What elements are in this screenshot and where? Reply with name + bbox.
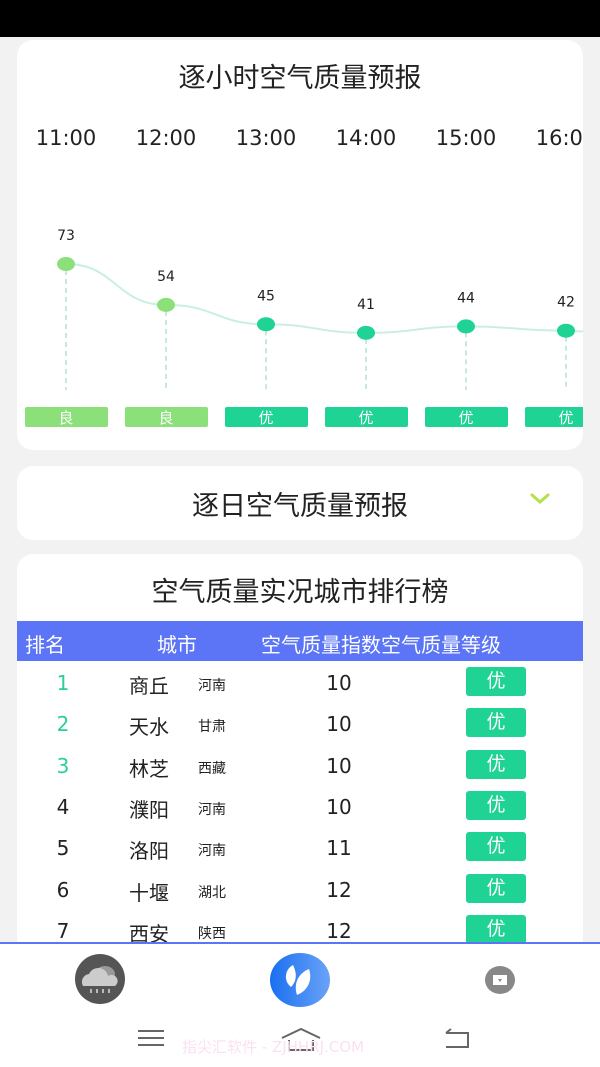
table-row[interactable]: 1 商丘 河南 10 优 (17, 663, 583, 704)
tv-icon[interactable] (484, 965, 516, 995)
city-name: 西安 (129, 921, 169, 946)
chevron-down-icon[interactable] (529, 488, 551, 510)
menu-icon[interactable] (136, 1028, 166, 1048)
hourly-title: 逐小时空气质量预报 (178, 63, 422, 94)
level-label: 优 (258, 409, 273, 427)
province: 湖北 (198, 884, 226, 901)
rank: 3 (56, 753, 70, 778)
daily-forecast-card[interactable]: 逐日空气质量预报 (17, 466, 583, 540)
leaf-icon[interactable] (269, 953, 331, 1007)
hour-label: 11:00 (35, 126, 97, 150)
level-badge (525, 407, 583, 427)
level-badge (25, 407, 108, 427)
data-label: 44 (457, 290, 475, 306)
system-nav-bar (0, 1012, 600, 1067)
city-ranking-card: 空气质量实况城市排行榜 排名 城市 空气质量指数 空气质量等级 1 商丘 河南 … (17, 554, 583, 954)
level-badge: 优 (466, 708, 526, 738)
data-label: 45 (257, 288, 275, 304)
data-point (257, 317, 275, 332)
weather-cloud-rain-icon[interactable] (73, 954, 127, 1004)
col-level: 空气质量等级 (381, 633, 501, 657)
aqi-value: 10 (326, 712, 352, 737)
aqi-value: 11 (326, 836, 352, 861)
rank: 4 (56, 794, 70, 819)
city-name: 林芝 (129, 756, 169, 781)
level-badge (125, 407, 208, 427)
bottom-nav (0, 942, 600, 1012)
table-row[interactable]: 3 林芝 西藏 10 优 (17, 746, 583, 787)
level-badge: 优 (466, 790, 526, 820)
level-badge: 优 (466, 873, 526, 903)
province: 河南 (198, 678, 226, 694)
province: 西藏 (198, 760, 226, 777)
rank: 2 (56, 712, 70, 737)
hour-label: 14:00 (335, 126, 397, 150)
back-icon[interactable] (442, 1027, 472, 1051)
level-label: 优 (558, 409, 573, 427)
rank: 1 (56, 671, 70, 695)
level-badge: 优 (466, 667, 526, 696)
level-badge (325, 407, 408, 427)
level-label: 优 (358, 409, 373, 427)
ranking-title: 空气质量实况城市排行榜 (151, 577, 449, 608)
level-badge (225, 407, 308, 427)
city-name: 濮阳 (129, 797, 169, 822)
daily-title: 逐日空气质量预报 (192, 491, 408, 522)
data-point (457, 319, 475, 334)
col-rank: 排名 (25, 633, 65, 657)
city-name: 十堰 (129, 880, 169, 905)
aqi-value: 12 (326, 877, 352, 902)
data-label: 54 (157, 269, 175, 285)
hourly-forecast-card: 逐小时空气质量预报 11:00 12:00 13:00 14:00 15:00 16:00… (17, 40, 583, 450)
rank: 5 (56, 836, 70, 861)
aqi-value: 12 (326, 918, 352, 943)
table-row[interactable]: 4 濮阳 河南 10 优 (17, 787, 583, 828)
status-bar (0, 0, 600, 37)
data-point (357, 325, 375, 340)
level-label: 良 (158, 409, 173, 427)
hour-labels: 11:00 12:00 13:00 14:00 15:00 16:00 (17, 126, 583, 156)
province: 甘肃 (198, 719, 226, 736)
watermark: 指尖汇软件 - ZJHHRJ.COM (182, 1038, 365, 1056)
level-badge: 优 (466, 832, 526, 862)
hour-label: 12:00 (135, 126, 197, 150)
data-point (57, 257, 75, 272)
rank: 6 (56, 877, 70, 902)
data-label: 73 (57, 228, 75, 244)
hour-label: 16:00 (535, 126, 583, 150)
city-name: 洛阳 (129, 839, 169, 864)
level-badge: 优 (466, 914, 526, 944)
hour-label: 13:00 (235, 126, 297, 150)
hour-label: 15:00 (435, 126, 497, 150)
province: 河南 (198, 843, 226, 860)
table-row[interactable]: 5 洛阳 河南 11 优 (17, 828, 583, 869)
level-label: 良 (58, 409, 73, 427)
ranking-table-header: 排名 城市 空气质量指数 空气质量等级 (17, 621, 583, 661)
table-row[interactable]: 6 十堰 湖北 12 优 (17, 870, 583, 911)
aqi-value: 10 (326, 671, 352, 695)
province: 河南 (198, 801, 226, 818)
aqi-value: 10 (326, 753, 352, 778)
data-point (157, 297, 175, 312)
col-city: 城市 (157, 633, 197, 657)
city-name: 天水 (129, 715, 169, 740)
level-label: 优 (458, 409, 473, 427)
data-label: 42 (557, 295, 575, 311)
table-row[interactable]: 7 西安 陕西 12 优 (17, 911, 583, 952)
data-point (557, 323, 575, 338)
aqi-value: 10 (326, 794, 352, 819)
level-badge: 优 (466, 749, 526, 779)
province: 陕西 (198, 925, 226, 942)
data-label: 41 (357, 297, 375, 313)
aqi-line (65, 263, 583, 334)
rank: 7 (56, 918, 70, 943)
table-row[interactable]: 2 天水 甘肃 10 优 (17, 704, 583, 745)
col-aqi: 空气质量指数 (261, 633, 381, 657)
level-badge (425, 407, 508, 427)
city-name: 商丘 (129, 674, 169, 698)
hourly-aqi-chart: 73 良 54 良 45 优 41 优 44 优 42 优 (25, 228, 583, 427)
home-icon[interactable] (280, 1026, 322, 1054)
